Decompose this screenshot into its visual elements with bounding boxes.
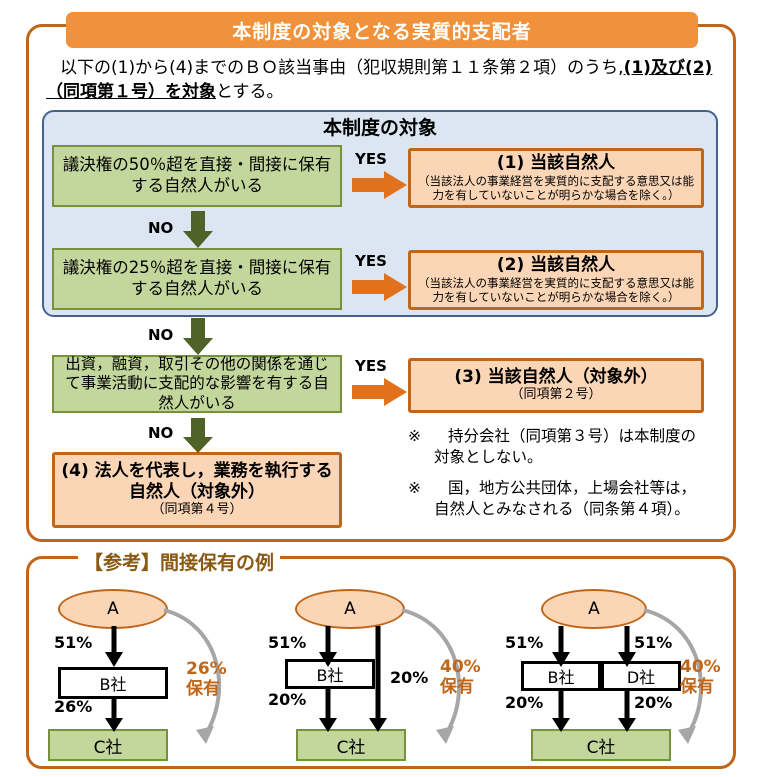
question-box-2: 議決権の25％超を直接・間接に保有する自然人がいる: [52, 248, 342, 310]
ex3-pct-b-c: 20%: [505, 693, 544, 712]
ex2-pct-a-b: 51%: [268, 633, 307, 652]
result-box-1: (1) 当該自然人 （当該法人の事業経営を実質的に支配する意思又は能力を有してい…: [408, 148, 704, 208]
ex3-pct-d-c: 20%: [634, 693, 673, 712]
ex2-arrow-a-to-c: [369, 626, 387, 732]
ex3-arrow-a-to-b: [552, 626, 570, 667]
intro-text-emphasis: (1)及び(2)（同項第１号）を対象: [46, 58, 713, 103]
result-box-4-note: （同項第４号）: [151, 501, 243, 517]
result-box-1-note: （当該法人の事業経営を実質的に支配する意思又は能力を有していないことが明らかな場…: [418, 173, 694, 203]
result-box-3-note: （同項第２号）: [510, 387, 602, 403]
yes-label-3: YES: [355, 357, 387, 375]
ex1-node-c: C社: [48, 729, 168, 761]
ex2-pct-a-c: 20%: [390, 668, 429, 687]
ex1-node-a: A: [58, 589, 168, 629]
yes-arrow-1: [352, 171, 407, 199]
yes-label-1: YES: [355, 150, 387, 168]
ex1-hold-label: 26% 保有: [186, 659, 227, 699]
ex3-node-c: C社: [531, 729, 671, 761]
intro-text-part2: とする。: [216, 82, 284, 103]
ex2-pct-b-c: 20%: [268, 690, 307, 709]
ex2-indirect-curve: [401, 608, 461, 744]
ex3-node-d: D社: [601, 661, 681, 691]
ex2-hold-value: 40%: [440, 657, 481, 677]
result-box-4-title-line1: (4) 法人を代表し，業務を執行する: [61, 461, 333, 482]
note-item-1: ※ 持分会社（同項第３号）は本制度の対象としない。: [408, 426, 708, 469]
ex3-indirect-curve: [643, 608, 703, 744]
question-box-1: 議決権の50％超を直接・間接に保有する自然人がいる: [52, 145, 342, 207]
yes-arrow-3: [352, 378, 407, 406]
yes-label-2: YES: [355, 252, 387, 270]
no-label-2: NO: [148, 326, 174, 344]
result-box-3-title: (3) 当該自然人（対象外）: [454, 366, 658, 387]
question-box-3: 出資，融資，取引その他の関係を通じて事業活動に支配的な影響を有する自然人がいる: [52, 355, 342, 413]
no-label-3: NO: [148, 424, 174, 442]
result-box-4-title-line2: 自然人（対象外）: [129, 481, 265, 502]
ex3-arrow-a-to-d: [618, 626, 636, 667]
note-marker-2: ※: [408, 479, 421, 497]
no-arrow-3: [183, 418, 213, 453]
ex3-node-a: A: [541, 589, 647, 629]
result-box-2: (2) 当該自然人 （当該法人の事業経営を実質的に支配する意思又は能力を有してい…: [408, 250, 704, 310]
ex2-arrow-a-to-b: [319, 626, 337, 667]
ex2-node-b: B社: [285, 659, 375, 689]
ex1-indirect-curve: [163, 608, 222, 744]
ex2-hold-label: 40% 保有: [440, 657, 481, 697]
ex1-pct-a-b: 51%: [54, 633, 93, 652]
ex1-pct-b-c: 26%: [54, 697, 93, 716]
note-text-2: 国，地方公共団体，上場会社等は，自然人とみなされる（同条第４項）。: [434, 479, 697, 519]
ex1-arrow-b-to-c: [105, 697, 123, 732]
no-arrow-2: [183, 318, 213, 355]
ex3-pct-a-b: 51%: [505, 633, 544, 652]
reference-section-frame: [26, 556, 736, 769]
yes-arrow-2: [352, 273, 407, 301]
ex1-hold-value: 26%: [186, 659, 227, 679]
intro-text-part1: 以下の(1)から(4)までのＢＯ該当事由（犯収規則第１１条第２項）のうち,: [60, 58, 624, 78]
ex1-arrow-a-to-b: [105, 626, 123, 667]
result-box-4: (4) 法人を代表し，業務を執行する 自然人（対象外） （同項第４号）: [52, 452, 342, 528]
intro-paragraph: 以下の(1)から(4)までのＢＯ該当事由（犯収規則第１１条第２項）のうち,(1)…: [46, 56, 726, 104]
reference-title: 【参考】間接保有の例: [78, 548, 281, 575]
page-title-banner: 本制度の対象となる実質的支配者: [66, 12, 698, 48]
ex2-node-a: A: [295, 589, 405, 629]
result-box-3: (3) 当該自然人（対象外） （同項第２号）: [408, 358, 704, 413]
note-text-1: 持分会社（同項第３号）は本制度の対象としない。: [434, 427, 697, 467]
ex2-arrow-b-to-c: [319, 687, 337, 732]
note-marker-1: ※: [408, 427, 421, 445]
ex1-hold-text: 保有: [186, 678, 220, 699]
no-label-1: NO: [148, 219, 174, 237]
result-box-2-note: （当該法人の事業経営を実質的に支配する意思又は能力を有していないことが明らかな場…: [418, 275, 694, 305]
result-box-1-title: (1) 当該自然人: [496, 153, 616, 174]
note-item-2: ※ 国，地方公共団体，上場会社等は，自然人とみなされる（同条第４項）。: [408, 478, 708, 521]
ex3-arrow-b-to-c: [552, 689, 570, 732]
ex2-node-c: C社: [296, 729, 406, 761]
ex3-hold-value: 40%: [680, 657, 721, 677]
ex3-hold-text: 保有: [680, 676, 714, 697]
ex1-node-b: B社: [58, 667, 168, 699]
ex2-hold-text: 保有: [440, 676, 474, 697]
ex3-arrow-d-to-c: [618, 689, 636, 732]
result-box-2-title: (2) 当該自然人: [496, 255, 616, 276]
ex3-pct-a-d: 51%: [634, 633, 673, 652]
ex3-hold-label: 40% 保有: [680, 657, 721, 697]
no-arrow-1: [183, 211, 213, 248]
scope-panel-title: 本制度の対象: [322, 117, 437, 139]
